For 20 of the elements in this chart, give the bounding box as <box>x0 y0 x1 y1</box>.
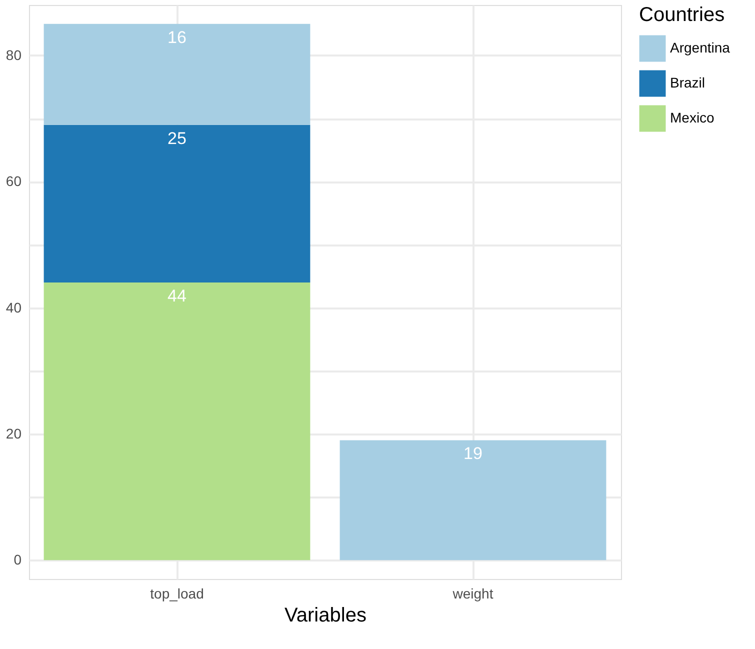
bar <box>44 24 310 125</box>
data-label: 19 <box>464 444 482 464</box>
legend-label: Brazil <box>670 74 706 90</box>
bar <box>340 440 606 560</box>
legend-label: Argentina <box>670 40 730 56</box>
data-label: 44 <box>168 286 186 306</box>
legend-title: Countries <box>639 4 725 26</box>
bar <box>44 282 310 560</box>
x-tick-label: top_load <box>150 586 204 602</box>
y-tick-label: 40 <box>6 299 22 316</box>
x-tick-label: weight <box>452 586 494 602</box>
x-axis-title: Variables <box>284 604 366 626</box>
y-tick-label: 0 <box>14 552 22 568</box>
data-label: 25 <box>168 128 186 148</box>
y-tick-label: 60 <box>6 173 22 190</box>
bar <box>44 124 310 283</box>
legend-label: Mexico <box>670 110 715 126</box>
data-label: 16 <box>168 28 186 47</box>
y-tick-label: 80 <box>6 46 22 63</box>
y-tick-label: 20 <box>6 425 22 442</box>
